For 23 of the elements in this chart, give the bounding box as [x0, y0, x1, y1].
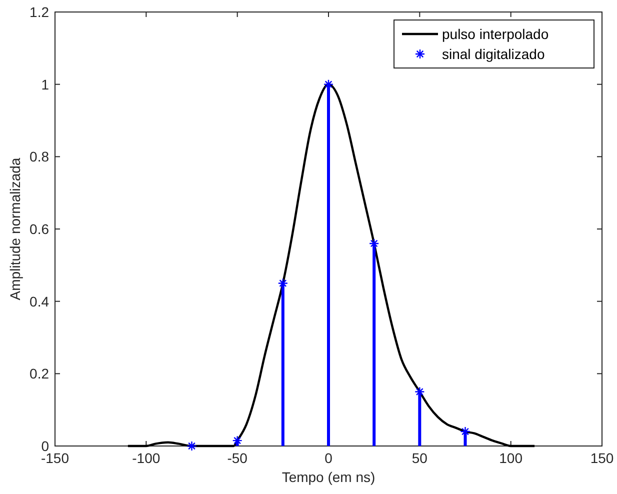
y-tick-label: 0.8: [30, 148, 50, 165]
x-tick-label: 150: [590, 450, 614, 466]
point: [460, 426, 470, 437]
y-tick-label: 1.2: [30, 4, 50, 20]
point: [323, 79, 334, 90]
point: [232, 435, 242, 446]
y-tick-label: 0.6: [30, 221, 50, 237]
x-tick-label: -100: [132, 450, 160, 466]
x-tick-label: 0: [324, 450, 333, 466]
x-tick-label: 50: [412, 450, 428, 466]
line-series: [126, 83, 536, 448]
y-tick-label: 0.4: [30, 293, 50, 310]
point: [414, 386, 425, 397]
y-tick-label: 1: [41, 76, 50, 92]
legend-label: pulso interpolado: [442, 26, 549, 42]
x-axis-title: Tempo (em ns): [282, 469, 376, 485]
point: [186, 440, 197, 452]
point: [278, 278, 288, 288]
y-axis-title: Amplitude normalizada: [7, 158, 23, 300]
x-tick-label: -50: [227, 450, 248, 466]
x-tick-label: 100: [499, 450, 523, 466]
legend-label: sinal digitalizado: [442, 46, 545, 62]
y-tick-label: 0.2: [30, 366, 50, 382]
